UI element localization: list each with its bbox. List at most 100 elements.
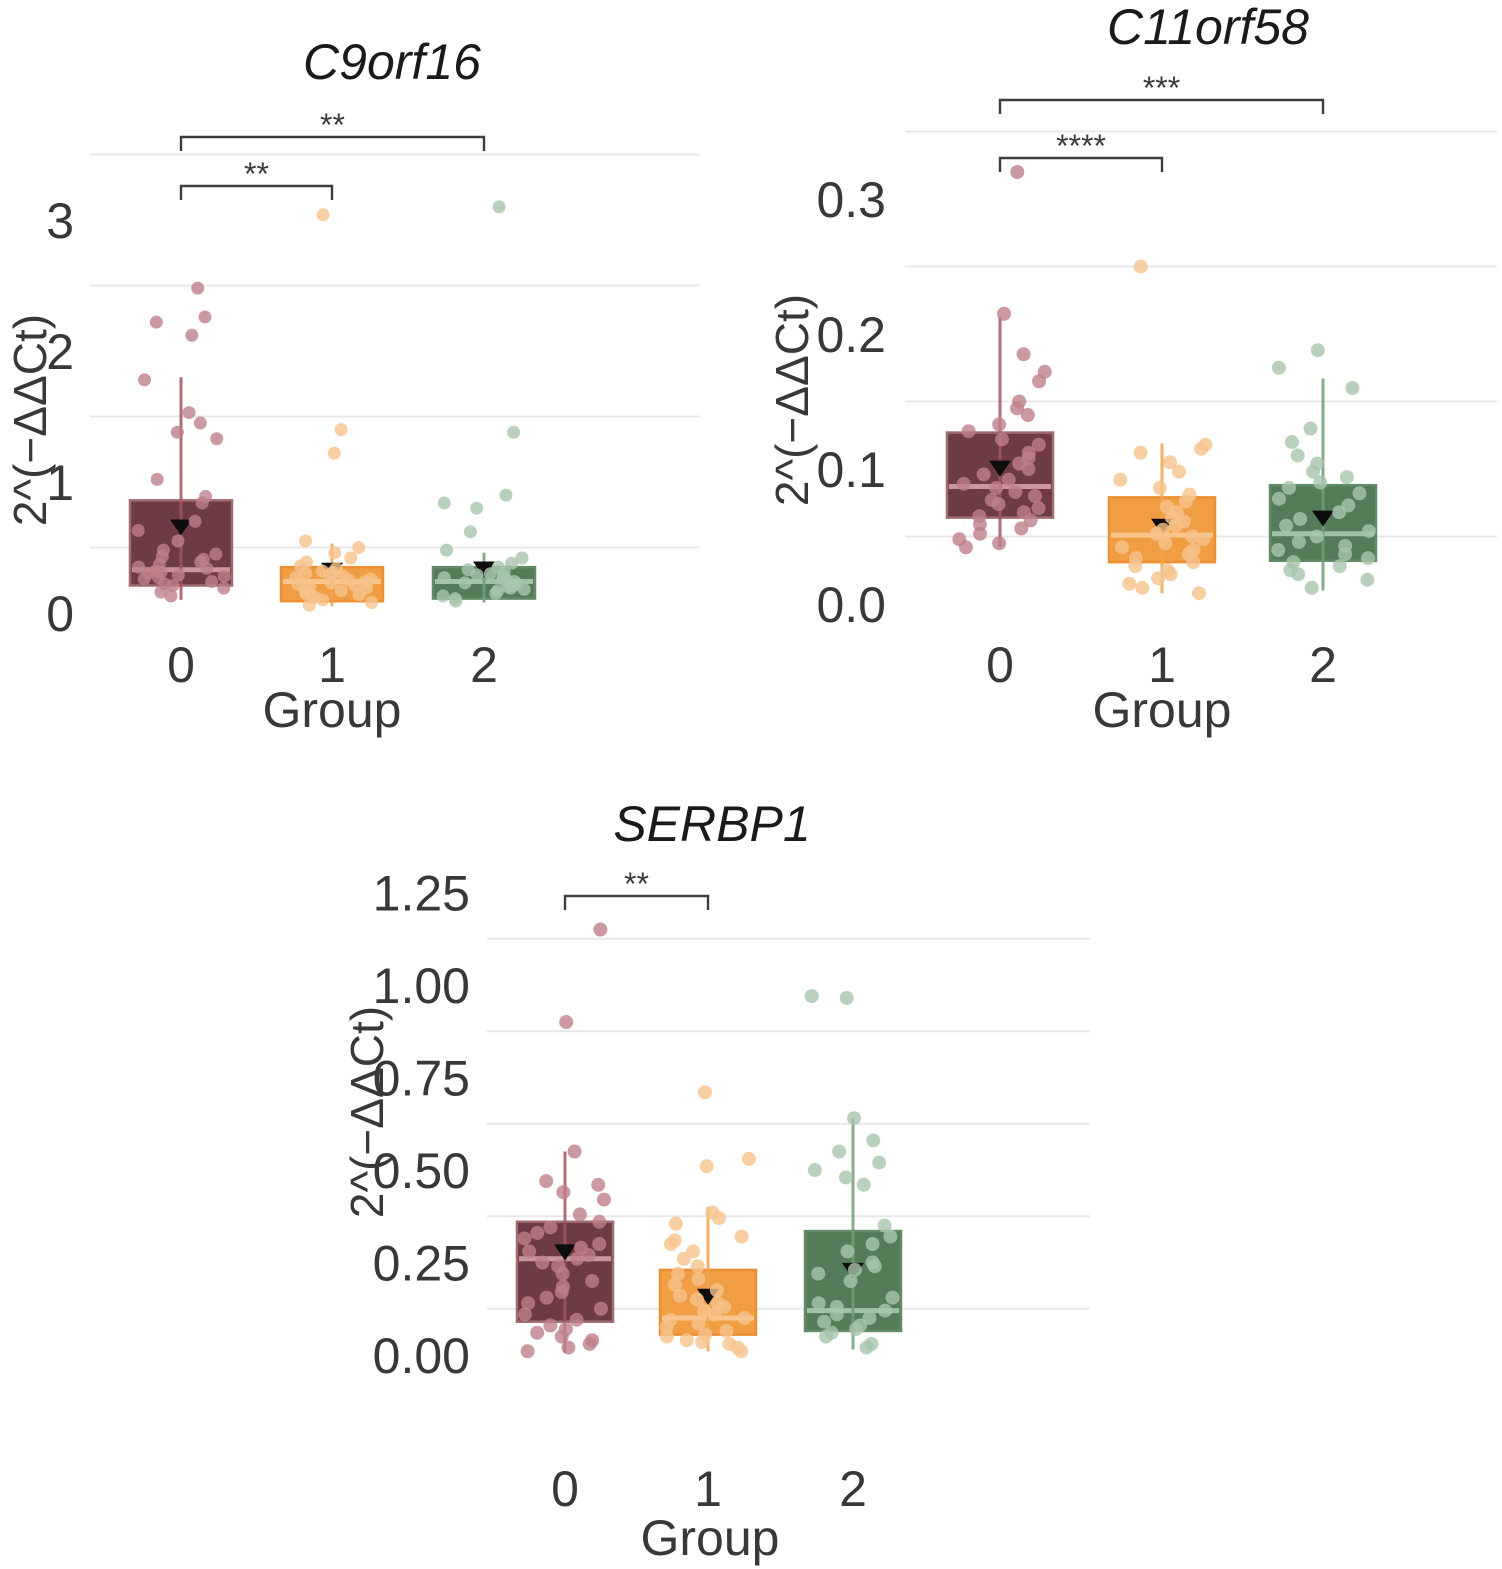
data-point [543, 1318, 558, 1333]
bracket-line [179, 135, 486, 151]
data-point [483, 567, 497, 581]
data-point [1163, 567, 1178, 582]
jitter-points [1113, 259, 1213, 601]
jitter-points [289, 208, 379, 612]
data-point [679, 1333, 694, 1348]
data-point [1309, 529, 1324, 544]
data-point [191, 281, 205, 295]
data-point [695, 1335, 710, 1350]
data-point [847, 1262, 862, 1277]
data-point [131, 523, 145, 537]
data-point [1291, 534, 1306, 549]
data-point [515, 551, 529, 565]
data-point [299, 534, 313, 548]
data-point [1332, 559, 1347, 574]
data-point [872, 1155, 887, 1170]
data-point [673, 1288, 688, 1303]
significance-label: **** [1056, 128, 1106, 164]
data-point [991, 497, 1006, 512]
y-tick-label: 0.0 [816, 577, 886, 633]
data-point [804, 989, 819, 1004]
data-point [1031, 501, 1046, 516]
data-point [596, 1192, 611, 1207]
data-point [956, 476, 971, 491]
jitter-points [804, 989, 900, 1355]
data-point [316, 593, 330, 607]
box-group-0 [515, 922, 615, 1359]
box-group-1 [279, 208, 385, 612]
data-point [867, 1259, 882, 1274]
significance-bracket: *** [998, 70, 1325, 114]
data-point [352, 588, 366, 602]
data-point [819, 1329, 834, 1344]
data-point [463, 525, 477, 539]
data-point [734, 1344, 749, 1359]
data-point [561, 1340, 576, 1355]
y-tick-label: 0.25 [373, 1236, 470, 1292]
data-point [210, 432, 224, 446]
data-point [878, 1303, 893, 1318]
significance-label: ** [244, 156, 269, 192]
y-tick-label: 2 [46, 324, 74, 380]
data-point [1360, 551, 1375, 566]
jitter-points [952, 165, 1052, 555]
data-point [593, 922, 608, 937]
data-point [1293, 511, 1308, 526]
jitter-points [436, 200, 531, 608]
box-group-2 [431, 200, 537, 608]
data-point [667, 1277, 682, 1292]
data-point [958, 540, 973, 555]
data-point [973, 526, 988, 541]
data-point [522, 1244, 537, 1259]
data-point [1016, 347, 1031, 362]
data-point [697, 1085, 712, 1100]
data-point [1008, 484, 1023, 499]
data-point [1113, 472, 1128, 487]
x-tick-labels: 0 1 2 [167, 637, 498, 693]
plot-title-c11orf58: C11orf58 [1107, 0, 1309, 55]
data-point [807, 1163, 822, 1177]
y-tick-label: 0.2 [816, 307, 886, 363]
data-point [838, 1170, 853, 1185]
data-point [1010, 165, 1025, 179]
data-point [437, 496, 451, 510]
plot-c11orf58: 0.00.10.20.30 1 2******* [816, 70, 1497, 693]
jitter-points [517, 922, 611, 1359]
data-point [832, 1144, 847, 1159]
significance-bracket: ** [563, 866, 710, 910]
data-point [470, 568, 484, 582]
x-tick-label: 2 [470, 637, 498, 693]
data-point [556, 1185, 571, 1200]
data-point [1171, 464, 1186, 479]
data-point [1149, 526, 1164, 541]
data-point [676, 1251, 691, 1266]
data-point [719, 1323, 734, 1338]
data-point [440, 543, 454, 557]
data-point [572, 1207, 587, 1222]
data-point [569, 1312, 584, 1327]
data-point [883, 1229, 898, 1244]
data-point [137, 572, 151, 586]
data-point [593, 1301, 608, 1316]
significance-bracket: **** [998, 128, 1164, 172]
x-tick-label: 1 [1148, 637, 1176, 693]
y-axis-label-c9orf16: 2^(−ΔΔCt) [4, 313, 56, 527]
plot-title-c9orf16: C9orf16 [303, 34, 481, 90]
data-point [205, 575, 219, 589]
data-point [877, 1218, 892, 1233]
data-point [352, 541, 366, 554]
data-point [182, 406, 196, 420]
data-point [334, 584, 348, 598]
jitter-points [131, 281, 231, 603]
data-point [164, 589, 178, 603]
data-point [699, 1159, 714, 1174]
data-point [302, 598, 316, 612]
data-point [843, 1274, 858, 1288]
data-point [470, 501, 484, 515]
y-tick-label: 3 [46, 193, 74, 249]
x-tick-label: 1 [694, 1461, 722, 1517]
data-point [166, 578, 180, 592]
bracket-line [179, 184, 334, 200]
data-point [327, 446, 341, 460]
data-point [839, 990, 854, 1005]
